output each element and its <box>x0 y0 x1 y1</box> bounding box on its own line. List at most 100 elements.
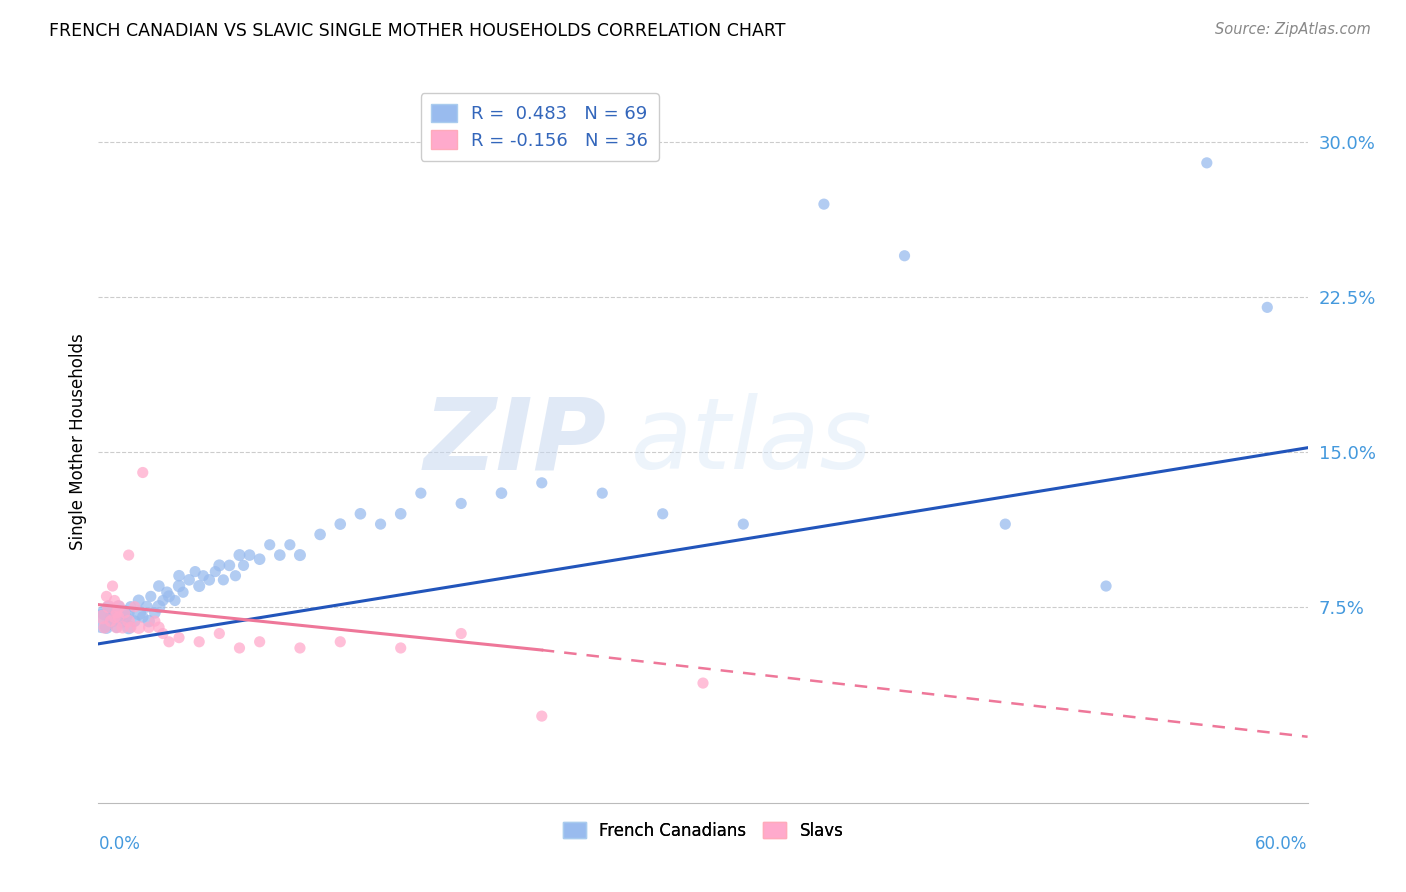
Point <box>188 634 211 648</box>
Point <box>329 517 352 532</box>
Point <box>148 599 170 614</box>
Point <box>389 640 412 655</box>
Point <box>91 610 114 624</box>
Text: 60.0%: 60.0% <box>1256 835 1308 854</box>
Point <box>259 538 281 552</box>
Point <box>118 606 141 620</box>
Point <box>128 606 150 620</box>
Point <box>530 475 553 490</box>
Point <box>148 620 170 634</box>
Text: FRENCH CANADIAN VS SLAVIC SINGLE MOTHER HOUSEHOLDS CORRELATION CHART: FRENCH CANADIAN VS SLAVIC SINGLE MOTHER … <box>49 22 786 40</box>
Point <box>97 599 120 614</box>
Point <box>249 552 271 566</box>
Point <box>288 640 311 655</box>
Point <box>184 565 207 579</box>
Point <box>167 568 190 582</box>
Point <box>208 558 231 573</box>
Point <box>152 593 174 607</box>
Point <box>93 606 115 620</box>
Legend: French Canadians, Slavs: French Canadians, Slavs <box>555 815 851 847</box>
Point <box>120 620 142 634</box>
Point <box>1195 156 1218 170</box>
Point <box>212 573 235 587</box>
Point <box>163 593 186 607</box>
Point <box>115 610 138 624</box>
Point <box>370 517 392 532</box>
Point <box>105 620 128 634</box>
Point <box>228 548 250 562</box>
Point <box>128 593 150 607</box>
Y-axis label: Single Mother Households: Single Mother Households <box>69 334 87 549</box>
Point <box>450 626 472 640</box>
Point <box>249 634 271 648</box>
Point <box>103 593 125 607</box>
Point <box>100 614 122 628</box>
Point <box>813 197 835 211</box>
Point <box>118 548 141 562</box>
Point <box>101 614 124 628</box>
Text: ZIP: ZIP <box>423 393 606 490</box>
Point <box>218 558 240 573</box>
Point <box>179 573 201 587</box>
Point <box>232 558 254 573</box>
Point <box>114 604 136 618</box>
Point <box>157 634 180 648</box>
Point <box>309 527 332 541</box>
Point <box>269 548 291 562</box>
Point <box>288 548 311 562</box>
Point <box>107 599 129 614</box>
Point <box>118 614 141 628</box>
Point <box>450 496 472 510</box>
Point <box>91 614 114 628</box>
Point <box>198 573 221 587</box>
Point <box>591 486 613 500</box>
Point <box>733 517 755 532</box>
Point <box>329 634 352 648</box>
Point <box>111 614 134 628</box>
Point <box>96 620 118 634</box>
Point <box>135 599 157 614</box>
Point <box>172 585 194 599</box>
Point <box>107 610 129 624</box>
Point <box>93 620 115 634</box>
Point <box>167 579 190 593</box>
Point <box>139 590 162 604</box>
Point <box>100 610 122 624</box>
Point <box>124 614 146 628</box>
Point <box>118 620 141 634</box>
Point <box>530 709 553 723</box>
Point <box>152 626 174 640</box>
Point <box>893 249 915 263</box>
Point <box>143 614 166 628</box>
Point <box>409 486 432 500</box>
Point <box>278 538 301 552</box>
Point <box>105 620 128 634</box>
Point <box>994 517 1017 532</box>
Point <box>204 565 226 579</box>
Point <box>491 486 513 500</box>
Point <box>138 614 160 628</box>
Point <box>193 568 215 582</box>
Point <box>167 631 190 645</box>
Point <box>107 599 129 614</box>
Point <box>389 507 412 521</box>
Text: Source: ZipAtlas.com: Source: ZipAtlas.com <box>1215 22 1371 37</box>
Point <box>224 568 246 582</box>
Text: 0.0%: 0.0% <box>98 835 141 854</box>
Point <box>208 626 231 640</box>
Point <box>101 579 124 593</box>
Point <box>124 599 146 614</box>
Point <box>97 599 120 614</box>
Point <box>128 620 150 634</box>
Point <box>138 620 160 634</box>
Point <box>157 590 180 604</box>
Point <box>132 466 155 480</box>
Point <box>132 610 155 624</box>
Point <box>156 585 179 599</box>
Point <box>111 620 134 634</box>
Point <box>188 579 211 593</box>
Point <box>143 606 166 620</box>
Point <box>96 590 118 604</box>
Text: atlas: atlas <box>630 393 872 490</box>
Point <box>349 507 371 521</box>
